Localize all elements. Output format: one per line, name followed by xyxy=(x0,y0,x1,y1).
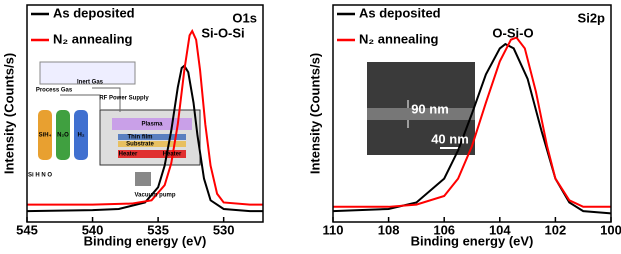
inset-label: Vacuum pump xyxy=(134,193,175,199)
inset-label: H₂ xyxy=(78,133,85,139)
figure: As depositedN₂ annealing545540535530Bind… xyxy=(0,0,621,249)
legend-label: As deposited xyxy=(53,5,135,20)
panel-label: O1s xyxy=(232,10,257,25)
x-tick-label: 530 xyxy=(213,222,235,237)
inset-label: Thin film xyxy=(128,135,153,141)
inset-label: 90 nm xyxy=(411,101,449,116)
inset-label: Substrate xyxy=(126,142,154,148)
x-tick-label: 110 xyxy=(323,222,344,237)
x-tick-label: 108 xyxy=(378,222,400,237)
peak-label: O-Si-O xyxy=(492,25,533,40)
legend-label: N₂ annealing xyxy=(53,31,133,46)
inset-label: RF Power Supply xyxy=(99,96,149,102)
inset-label: SiH₄ xyxy=(39,133,52,139)
x-axis-label: Binding energy (eV) xyxy=(84,233,207,248)
panel-label: Si2p xyxy=(578,10,606,25)
schematic xyxy=(38,62,200,186)
x-tick-label: 100 xyxy=(600,222,621,237)
legend-label: As deposited xyxy=(359,5,441,20)
inset-label: Plasma xyxy=(141,122,163,128)
y-axis-label: Intensity (Counts/s) xyxy=(307,53,322,174)
inset-label: Si H N O xyxy=(28,173,52,179)
legend-label: N₂ annealing xyxy=(359,31,439,46)
x-tick-label: 102 xyxy=(545,222,567,237)
inset-label: Heater xyxy=(163,152,182,158)
y-axis-label: Intensity (Counts/s) xyxy=(1,53,16,174)
x-axis-label: Binding energy (eV) xyxy=(411,233,534,248)
x-tick-label: 545 xyxy=(16,222,38,237)
inset-label: Process Gas xyxy=(36,88,73,94)
peak-label: Si-O-Si xyxy=(201,25,244,40)
inset-label: Heater xyxy=(119,152,138,158)
inset-label: 40 nm xyxy=(431,131,469,146)
inset-label: N₂O xyxy=(57,133,69,139)
inset-label: Inert Gas xyxy=(77,80,104,86)
